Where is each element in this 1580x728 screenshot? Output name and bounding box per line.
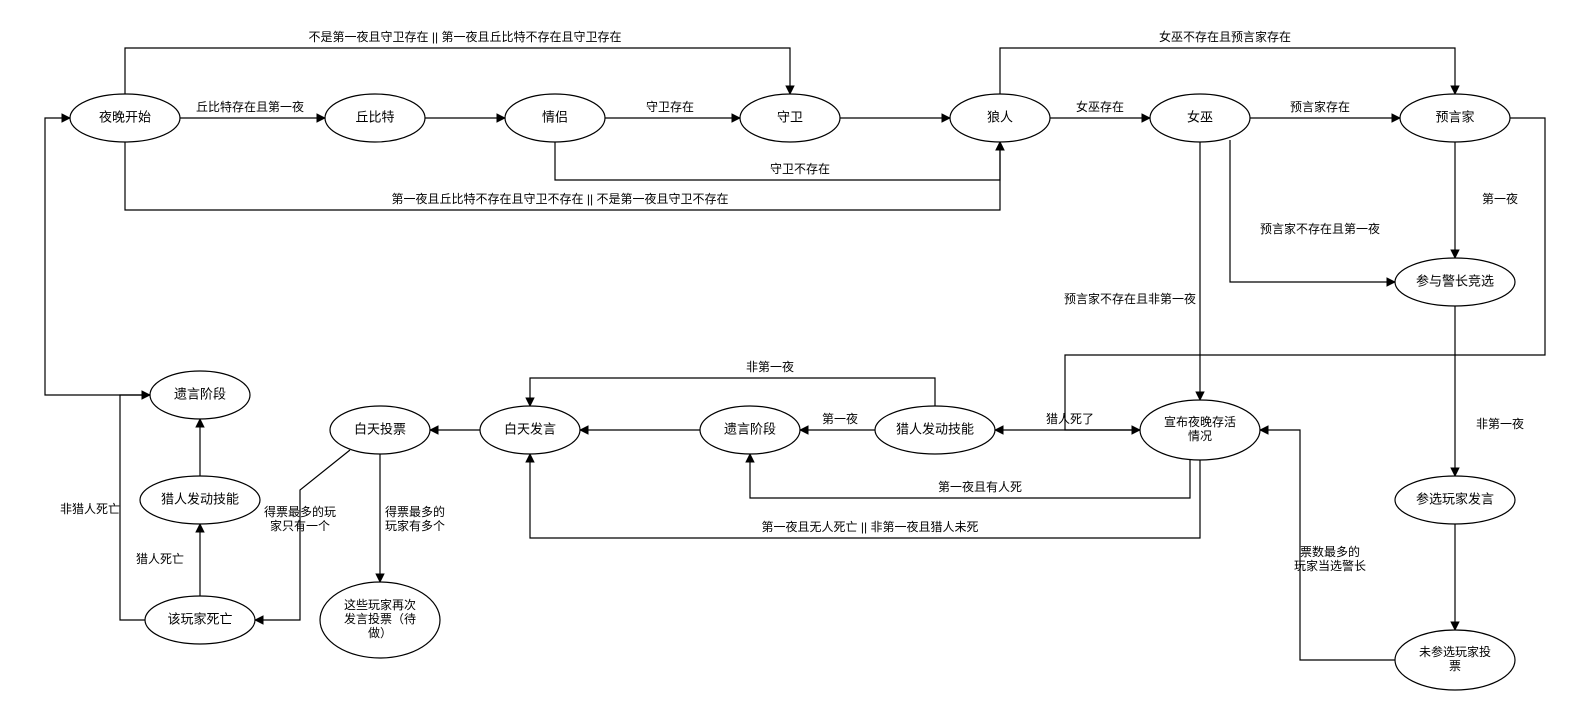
edge-witch-sheriff_elect — [1230, 140, 1395, 282]
node-label: 情侣 — [542, 109, 568, 124]
node-label: 遗言阶段 — [174, 386, 226, 401]
node-label: 参与警长竞选 — [1416, 273, 1494, 288]
node-noncand_vote: 未参选玩家投票 — [1395, 630, 1515, 690]
node-label: 发言投票（待 — [344, 611, 416, 626]
node-label: 狼人 — [987, 109, 1013, 124]
edge-label: 守卫存在 — [646, 100, 694, 114]
edge-label: 玩家当选警长 — [1294, 558, 1366, 573]
node-label: 守卫 — [777, 109, 803, 124]
node-label: 情况 — [1188, 429, 1212, 443]
edge-label: 猎人死亡 — [136, 552, 184, 566]
edge-night_start-guard — [125, 48, 790, 94]
edge-label: 票数最多的 — [1300, 544, 1360, 559]
node-label: 遗言阶段 — [724, 421, 776, 436]
node-day_vote: 白天投票 — [330, 406, 430, 454]
node-hunter_skill2: 猎人发动技能 — [140, 476, 260, 524]
edge-label: 第一夜且有人死 — [938, 479, 1022, 494]
node-label: 猎人发动技能 — [161, 491, 239, 506]
node-last_words2: 遗言阶段 — [150, 371, 250, 419]
edge-label: 丘比特存在且第一夜 — [196, 99, 304, 114]
node-announce: 宣布夜晚存活情况 — [1140, 400, 1260, 460]
node-guard: 守卫 — [740, 94, 840, 142]
node-label: 猎人发动技能 — [896, 421, 974, 436]
node-label: 白天投票 — [354, 421, 406, 436]
edge-label: 得票最多的玩 — [264, 504, 336, 519]
node-label: 丘比特 — [355, 109, 394, 124]
edge-label: 非第一夜 — [746, 359, 794, 374]
node-label: 夜晚开始 — [99, 109, 151, 124]
edge-label: 守卫不存在 — [770, 162, 830, 176]
node-cand_speak: 参选玩家发言 — [1395, 476, 1515, 524]
node-sheriff_elect: 参与警长竞选 — [1395, 258, 1515, 306]
node-werewolf: 狼人 — [950, 94, 1050, 142]
edge-label: 家只有一个 — [270, 518, 330, 533]
node-label: 该玩家死亡 — [167, 611, 232, 626]
edge-label: 第一夜 — [1482, 191, 1518, 206]
node-label: 预言家 — [1435, 109, 1474, 124]
edge-label: 预言家不存在且第一夜 — [1260, 221, 1380, 236]
node-label: 参选玩家发言 — [1416, 491, 1494, 506]
edge-last_words2-night_start — [45, 118, 150, 395]
edge-label: 猎人死了 — [1046, 412, 1094, 426]
edge-label: 女巫不存在且预言家存在 — [1159, 29, 1291, 44]
edge-label: 女巫存在 — [1076, 99, 1124, 114]
edge-label: 非猎人死亡 — [60, 502, 120, 516]
node-player_dead: 该玩家死亡 — [145, 596, 255, 644]
node-hunter_skill1: 猎人发动技能 — [875, 406, 995, 454]
node-label: 女巫 — [1187, 109, 1213, 124]
node-label: 未参选玩家投 — [1419, 644, 1491, 659]
edge-label: 第一夜且丘比特不存在且守卫不存在 || 不是第一夜且守卫不存在 — [392, 191, 729, 206]
node-label: 这些玩家再次 — [344, 597, 416, 612]
node-label: 票 — [1449, 659, 1461, 673]
node-label: 做） — [368, 625, 392, 640]
edge-werewolf-seer — [1000, 48, 1455, 94]
node-witch: 女巫 — [1150, 94, 1250, 142]
edge-label: 玩家有多个 — [385, 518, 445, 533]
edge-label: 非第一夜 — [1476, 416, 1524, 431]
edge-last_words1-day_speak — [530, 378, 935, 406]
edge-label: 预言家不存在且非第一夜 — [1064, 291, 1196, 306]
nodes-layer: 夜晚开始丘比特情侣守卫狼人女巫预言家参与警长竞选宣布夜晚存活情况猎人发动技能遗言… — [70, 94, 1515, 690]
edge-label: 第一夜 — [822, 411, 858, 426]
node-cupid: 丘比特 — [325, 94, 425, 142]
node-night_start: 夜晚开始 — [70, 94, 180, 142]
node-lovers: 情侣 — [505, 94, 605, 142]
edge-label: 预言家存在 — [1290, 99, 1350, 114]
node-revote: 这些玩家再次发言投票（待做） — [320, 582, 440, 658]
edge-label: 第一夜且无人死亡 || 非第一夜且猎人未死 — [762, 519, 979, 534]
node-seer: 预言家 — [1400, 94, 1510, 142]
node-last_words1: 遗言阶段 — [700, 406, 800, 454]
node-label: 宣布夜晚存活 — [1164, 414, 1236, 429]
edge-label: 不是第一夜且守卫存在 || 第一夜且丘比特不存在且守卫存在 — [309, 29, 622, 44]
node-day_speak: 白天发言 — [480, 406, 580, 454]
flowchart-canvas: 丘比特存在且第一夜 守卫存在 女巫存在 预言家存在 不是第一夜且守卫存在 || 第一夜且… — [0, 0, 1580, 728]
edge-label: 得票最多的 — [385, 504, 445, 519]
node-label: 白天发言 — [504, 421, 556, 436]
